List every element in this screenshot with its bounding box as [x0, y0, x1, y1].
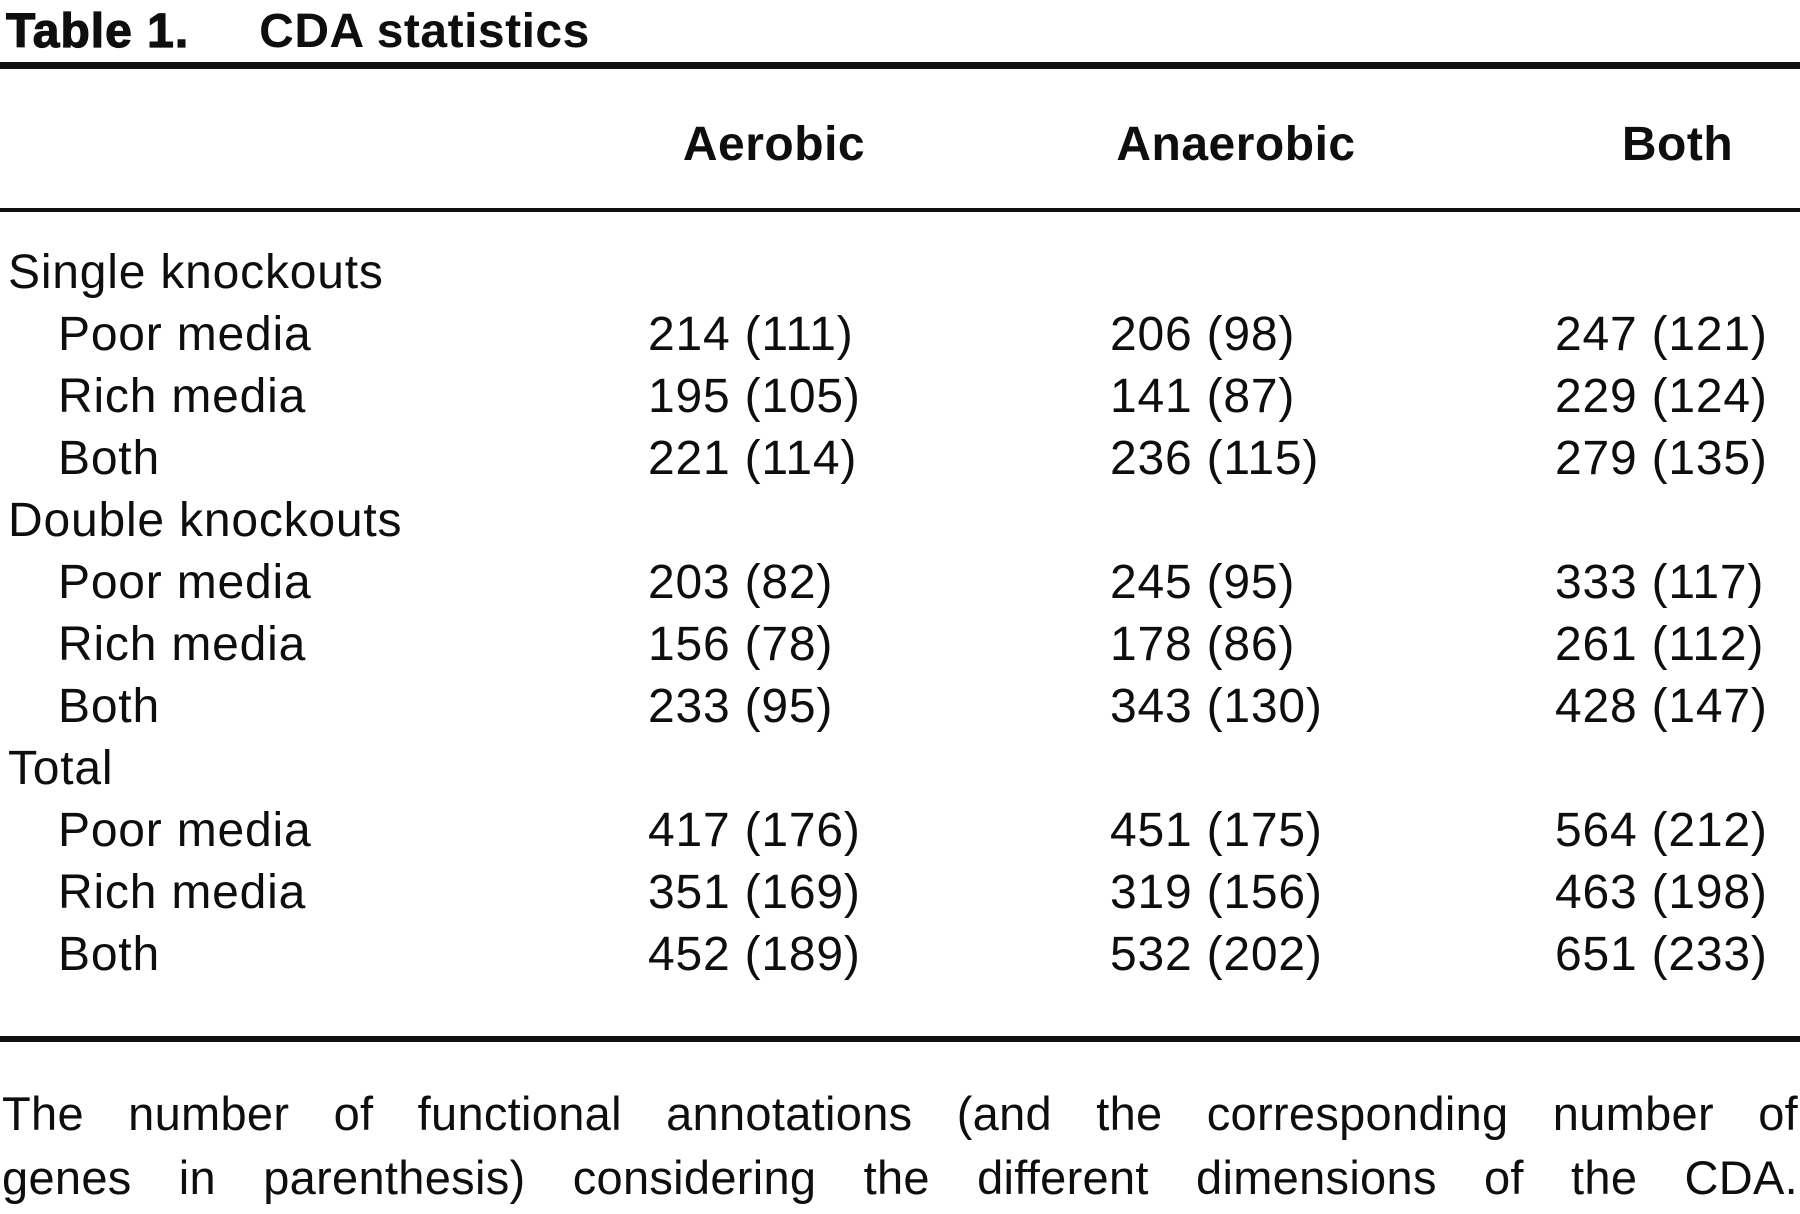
data-cell: [1110, 738, 1555, 800]
data-cell: [1555, 210, 1800, 304]
section-label: Double knockouts: [8, 494, 403, 547]
section-label: Total: [8, 742, 114, 795]
data-cell: 156 (78): [648, 618, 834, 671]
data-cell: 564 (212): [1555, 804, 1768, 857]
header-anaerobic: Anaerobic: [1110, 69, 1555, 212]
data-cell: [1555, 490, 1800, 552]
table-row: Rich media 195 (105) 141 (87) 229 (124): [0, 366, 1800, 428]
data-cell: 214 (111): [648, 308, 854, 361]
data-cell: 178 (86): [1110, 618, 1296, 671]
data-cell: 463 (198): [1555, 866, 1768, 919]
row-label: Poor media: [58, 556, 312, 609]
row-label: Rich media: [58, 370, 307, 423]
table-section-row: Double knockouts: [0, 490, 1800, 552]
header-both: Both: [1555, 69, 1800, 212]
table-section-row: Total: [0, 738, 1800, 800]
bottom-rule: [0, 1036, 1800, 1042]
row-label: Poor media: [58, 804, 312, 857]
row-label: Rich media: [58, 866, 307, 919]
table-title: Table 1. CDA statistics: [0, 0, 1800, 60]
data-cell: 206 (98): [1110, 308, 1296, 361]
table-row: Poor media 214 (111) 206 (98) 247 (121): [0, 304, 1800, 366]
data-cell: 279 (135): [1555, 432, 1768, 485]
row-label: Rich media: [58, 618, 307, 671]
data-cell: 261 (112): [1555, 618, 1765, 671]
data-cell: [648, 490, 1110, 552]
footnote-line-2: genes in parenthesis) considering the di…: [2, 1151, 1798, 1204]
data-cell: 203 (82): [648, 556, 834, 609]
column-header-label: Aerobic: [682, 118, 866, 171]
data-cell: 229 (124): [1555, 370, 1768, 423]
header-empty: [0, 69, 648, 212]
data-cell: 351 (169): [648, 866, 861, 919]
footnote-line-1: The number of functional annotations (an…: [2, 1087, 1798, 1140]
data-cell: 451 (175): [1110, 804, 1323, 857]
data-cell: 195 (105): [648, 370, 861, 423]
top-rule: [0, 62, 1800, 69]
header-aerobic: Aerobic: [648, 69, 1110, 212]
table-row: Both 233 (95) 343 (130) 428 (147): [0, 676, 1800, 738]
data-cell: 417 (176): [648, 804, 861, 857]
data-cell: 428 (147): [1555, 680, 1768, 733]
data-cell: [1555, 738, 1800, 800]
cda-statistics-table: Aerobic Anaerobic Both Single knockouts P…: [0, 69, 1800, 1036]
row-label: Both: [58, 928, 160, 981]
table-row: Rich media 351 (169) 319 (156) 463 (198): [0, 862, 1800, 924]
column-header-label: Both: [1621, 118, 1734, 171]
data-cell: [648, 738, 1110, 800]
data-cell: 247 (121): [1555, 308, 1768, 361]
row-label: Both: [58, 680, 160, 733]
data-cell: 343 (130): [1110, 680, 1323, 733]
data-cell: 236 (115): [1110, 432, 1320, 485]
section-label: Single knockouts: [8, 246, 384, 299]
table-section-row: Single knockouts: [0, 210, 1800, 304]
data-cell: 141 (87): [1110, 370, 1296, 423]
data-cell: 319 (156): [1110, 866, 1323, 919]
data-cell: 333 (117): [1555, 556, 1765, 609]
row-label: Poor media: [58, 308, 312, 361]
table-caption: CDA statistics: [259, 5, 590, 58]
column-header-label: Anaerobic: [1116, 118, 1356, 171]
table-row: Both 221 (114) 236 (115) 279 (135): [0, 428, 1800, 490]
table-row: Both 452 (189) 532 (202) 651 (233): [0, 924, 1800, 1036]
row-label: Both: [58, 432, 160, 485]
data-cell: 452 (189): [648, 928, 861, 981]
data-cell: 233 (95): [648, 680, 834, 733]
table-row: Rich media 156 (78) 178 (86) 261 (112): [0, 614, 1800, 676]
data-cell: [648, 210, 1110, 304]
table-row: Poor media 417 (176) 451 (175) 564 (212): [0, 800, 1800, 862]
data-cell: 651 (233): [1555, 928, 1768, 981]
table-footnote: The number of functional annotations (an…: [0, 1082, 1800, 1210]
data-cell: 532 (202): [1110, 928, 1323, 981]
data-cell: [1110, 490, 1555, 552]
table-number: Table 1.: [5, 4, 190, 58]
data-cell: 221 (114): [648, 432, 858, 485]
table-row: Poor media 203 (82) 245 (95) 333 (117): [0, 552, 1800, 614]
data-cell: [1110, 210, 1555, 304]
header-row: Aerobic Anaerobic Both: [0, 69, 1800, 212]
data-cell: 245 (95): [1110, 556, 1296, 609]
